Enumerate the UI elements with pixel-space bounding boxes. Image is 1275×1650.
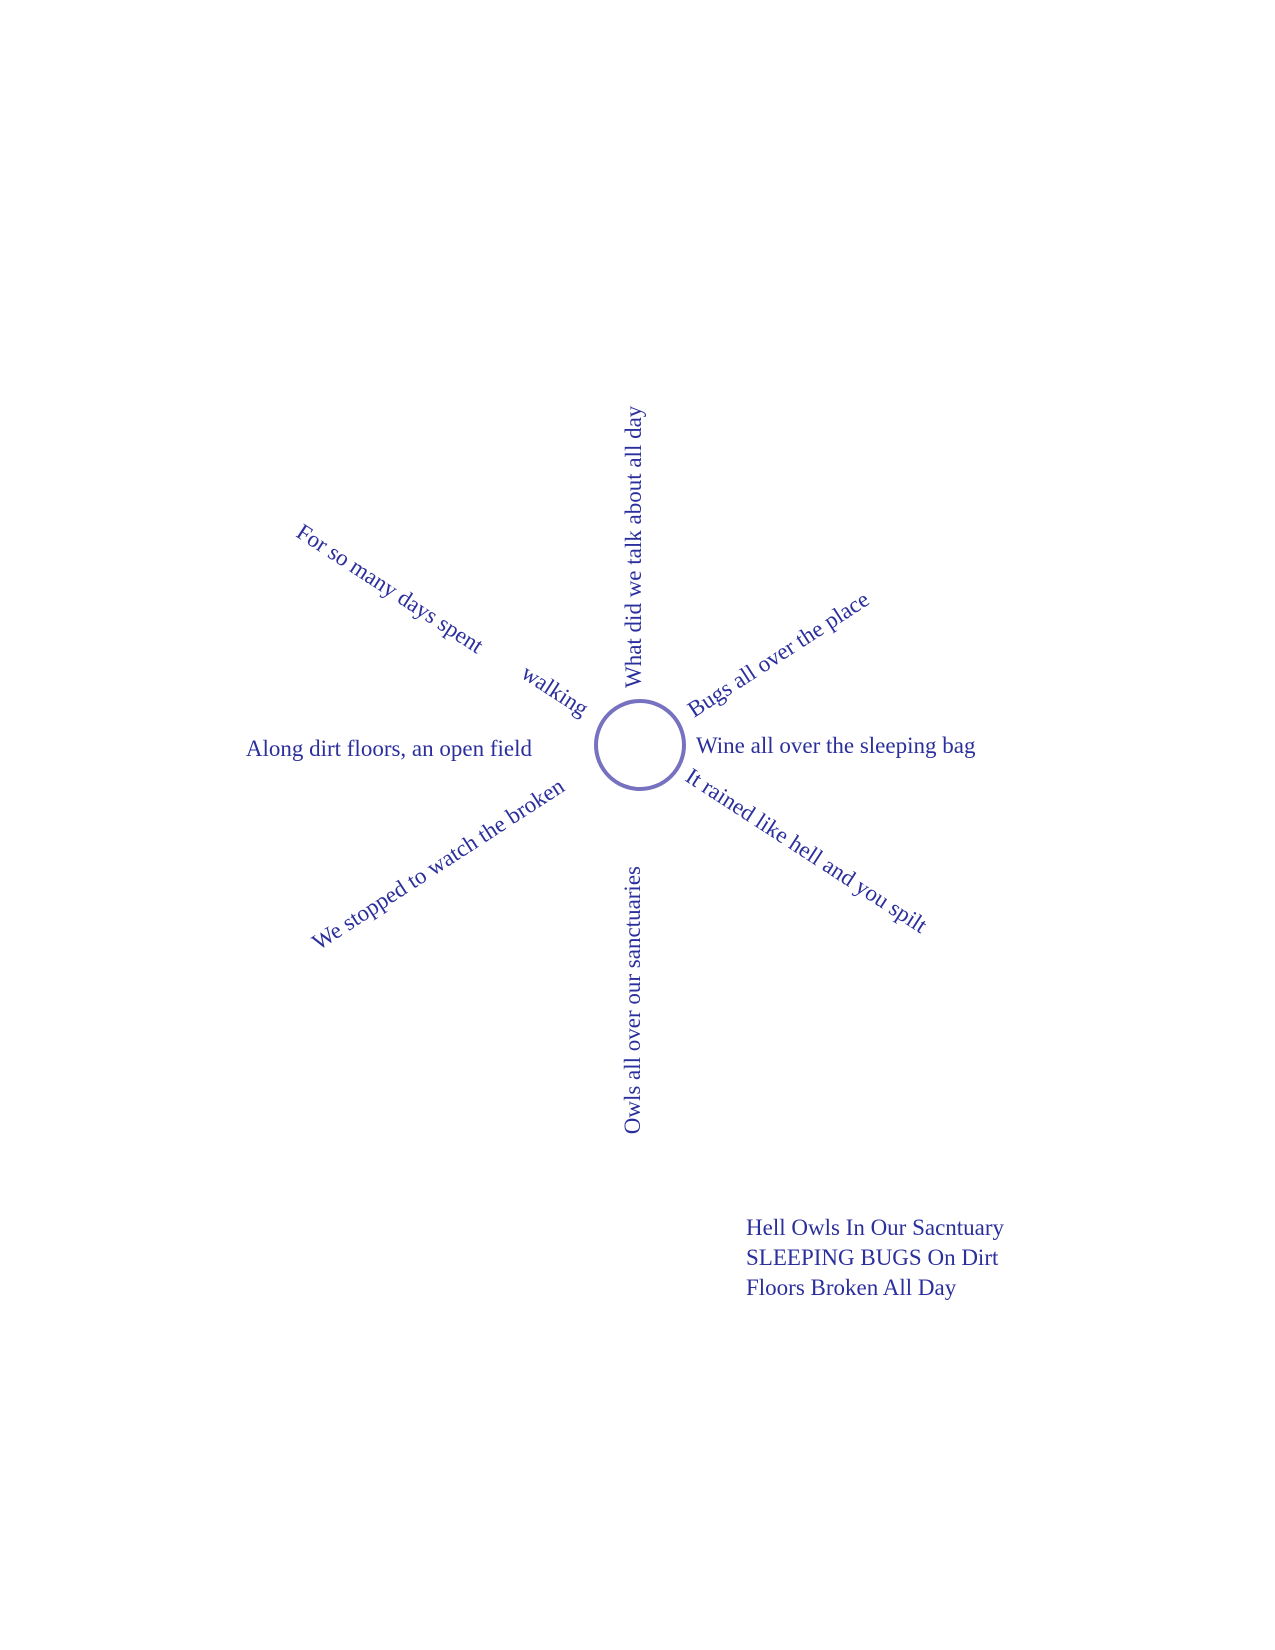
ray-upper-right-text: Bugs all over the place	[683, 586, 873, 722]
ray-lower-right-text: It rained like hell and you spilt	[681, 763, 932, 938]
ray-down-text: Owls all over our sanctuaries	[620, 866, 645, 1134]
caption-line-2: SLEEPING BUGS On Dirt	[746, 1245, 999, 1270]
ray-lower-left-text: We stopped to watch the broken	[308, 773, 570, 955]
ray-upper-left-outer-text: For so many days spent	[292, 519, 488, 659]
poem-caption: Hell Owls In Our Sacntuary SLEEPING BUGS…	[746, 1213, 1106, 1303]
ray-right-text: Wine all over the sleeping bag	[696, 733, 976, 758]
ray-left-text: Along dirt floors, an open field	[246, 736, 533, 761]
ray-upper-left-inner-text: walking	[517, 660, 593, 722]
center-circle	[594, 699, 686, 791]
ray-up-text: What did we talk about all day	[621, 405, 646, 688]
caption-line-3: Floors Broken All Day	[746, 1275, 957, 1300]
caption-line-1: Hell Owls In Our Sacntuary	[746, 1215, 1005, 1240]
